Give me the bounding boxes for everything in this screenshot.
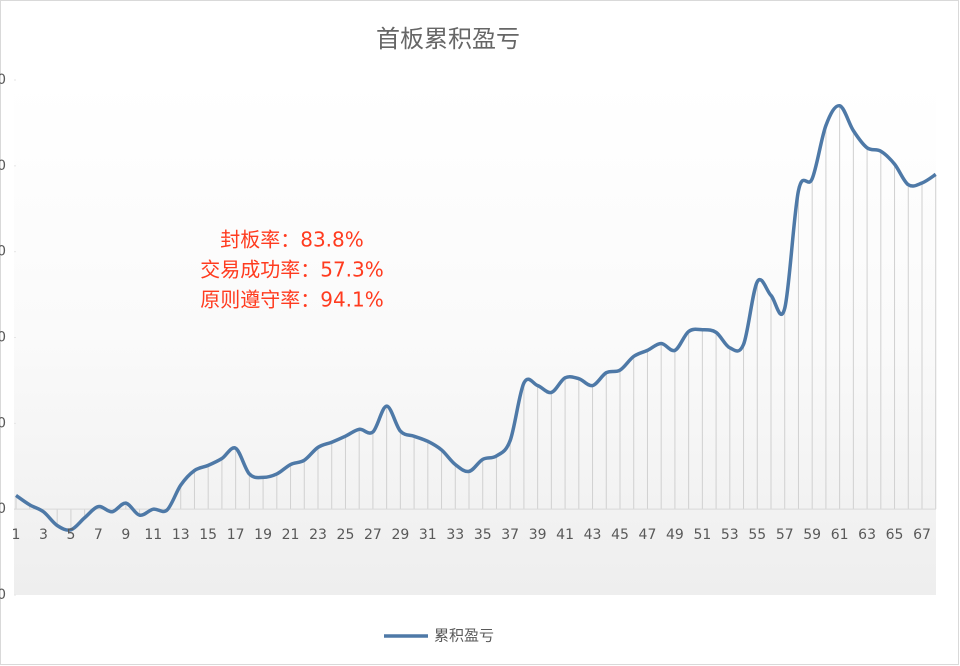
- annotation: 原则遵守率：94.1%: [200, 288, 384, 312]
- x-tick-label: 51: [693, 527, 711, 543]
- y-tick-label: 0: [0, 501, 6, 517]
- y-tick-label: 40: [0, 158, 6, 174]
- x-tick-label: 15: [199, 527, 217, 543]
- x-tick-label: 27: [364, 527, 382, 543]
- x-tick-label: 7: [94, 527, 103, 543]
- x-tick-label: 31: [419, 527, 437, 543]
- legend-label: 累积盈亏: [434, 627, 494, 645]
- x-tick-label: 29: [391, 527, 409, 543]
- x-tick-label: 23: [309, 527, 327, 543]
- y-tick-label: -10: [0, 587, 6, 603]
- x-tick-label: 25: [337, 527, 355, 543]
- x-tick-label: 49: [666, 527, 684, 543]
- x-tick-label: 1: [12, 527, 21, 543]
- x-tick-label: 67: [913, 527, 931, 543]
- x-tick-label: 41: [556, 527, 574, 543]
- x-tick-label: 61: [831, 527, 849, 543]
- annotation: 交易成功率：57.3%: [200, 258, 384, 282]
- x-tick-label: 63: [858, 527, 876, 543]
- plot-area: [14, 80, 936, 595]
- x-tick-label: 37: [501, 527, 519, 543]
- x-tick-label: 39: [529, 527, 547, 543]
- x-tick-label: 13: [172, 527, 190, 543]
- x-tick-label: 57: [776, 527, 794, 543]
- x-tick-label: 35: [474, 527, 492, 543]
- x-tick-label: 33: [446, 527, 464, 543]
- series-line: [14, 104, 937, 532]
- chart-title: 首板累积盈亏: [376, 25, 520, 53]
- x-tick-label: 17: [227, 527, 245, 543]
- x-tick-label: 65: [886, 527, 904, 543]
- y-tick-label: 50: [0, 72, 6, 88]
- x-tick-label: 59: [803, 527, 821, 543]
- x-tick-label: 53: [721, 527, 739, 543]
- x-tick-label: 45: [611, 527, 629, 543]
- annotation: 封板率：83.8%: [220, 228, 364, 252]
- x-tick-label: 43: [584, 527, 602, 543]
- x-tick-label: 3: [39, 527, 48, 543]
- x-tick-label: 21: [282, 527, 300, 543]
- x-tick-label: 11: [144, 527, 162, 543]
- x-tick-label: 47: [639, 527, 657, 543]
- y-tick-label: 10: [0, 415, 6, 431]
- x-tick-label: 19: [254, 527, 272, 543]
- x-tick-label: 5: [66, 527, 75, 543]
- x-tick-label: 55: [748, 527, 766, 543]
- y-tick-label: 20: [0, 330, 6, 346]
- y-tick-label: 30: [0, 244, 6, 260]
- x-tick-label: 9: [121, 527, 130, 543]
